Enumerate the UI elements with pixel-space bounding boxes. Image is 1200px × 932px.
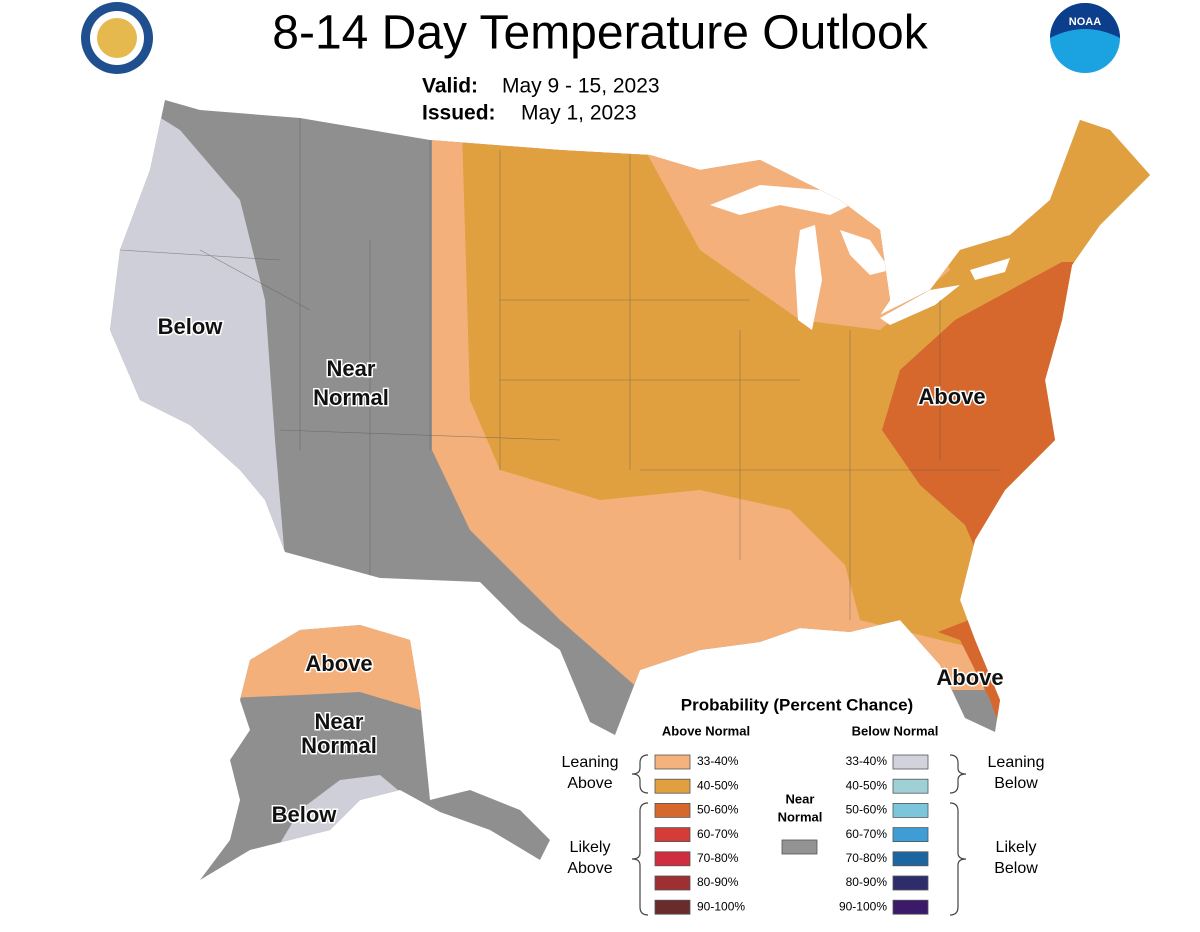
- legend-swatch: [892, 754, 929, 770]
- logo-text: NOAA: [1069, 16, 1101, 28]
- legend-swatch: [892, 851, 929, 867]
- valid-label: Valid:: [422, 75, 478, 98]
- title: 8-14 Day Temperature Outlook: [272, 7, 928, 60]
- legend-range: 33-40%: [697, 754, 739, 768]
- legend-range: 60-70%: [846, 827, 888, 841]
- issued-value: May 1, 2023: [521, 102, 637, 125]
- legend-group-label: Below: [994, 775, 1038, 792]
- legend-heading: Above Normal: [662, 723, 750, 738]
- legend-group-label: Leaning: [988, 754, 1045, 771]
- legend-swatch: [892, 778, 929, 794]
- legend-range: 90-100%: [839, 899, 887, 913]
- legend-range: 50-60%: [846, 803, 888, 817]
- map-label: Above: [305, 651, 372, 676]
- legend-brace: [949, 754, 967, 794]
- legend-swatch: [654, 875, 691, 891]
- legend-swatch: [892, 803, 929, 818]
- map-label: Near: [315, 709, 364, 734]
- legend-range: 80-90%: [846, 875, 888, 889]
- legend-group-label: Below: [994, 860, 1038, 877]
- legend-brace: [949, 802, 967, 916]
- legend-swatch: [654, 899, 691, 915]
- map-label: Above: [936, 665, 1003, 690]
- legend-swatch: [892, 899, 929, 915]
- legend-heading: Below Normal: [852, 723, 939, 738]
- legend-swatch: [781, 839, 818, 855]
- map-label: Below: [158, 314, 224, 339]
- legend-swatch: [654, 851, 691, 867]
- legend-swatch: [654, 778, 691, 794]
- legend-brace: [631, 802, 649, 916]
- map-label: Normal: [313, 385, 389, 410]
- legend-range: 70-80%: [697, 851, 739, 865]
- legend-range: 60-70%: [697, 827, 739, 841]
- legend-group-label: Leaning: [562, 754, 619, 771]
- legend-swatch: [654, 803, 691, 818]
- legend-brace: [631, 754, 649, 794]
- noaa-logo: NOAA: [1050, 3, 1120, 73]
- legend-range: 40-50%: [846, 778, 888, 792]
- legend-range: 90-100%: [697, 899, 745, 913]
- legend-swatch: [654, 827, 691, 842]
- map-label: Below: [272, 802, 338, 827]
- map-label: Normal: [301, 733, 377, 758]
- legend-range: 80-90%: [697, 875, 739, 889]
- legend-range: 40-50%: [697, 778, 739, 792]
- legend-group-label: Likely: [570, 839, 611, 856]
- legend-swatch: [892, 875, 929, 891]
- alaska-map: [200, 625, 550, 880]
- legend-range: 33-40%: [846, 754, 888, 768]
- legend-group-label: Normal: [778, 809, 823, 824]
- map-label: Near: [327, 356, 376, 381]
- legend-range: 70-80%: [846, 851, 888, 865]
- commerce-seal: [81, 2, 153, 74]
- legend-group-label: Near: [786, 791, 815, 806]
- legend-range: 50-60%: [697, 803, 739, 817]
- legend-group-label: Above: [567, 775, 612, 792]
- legend-swatch: [654, 754, 691, 770]
- legend-group-label: Likely: [996, 839, 1037, 856]
- issued-label: Issued:: [422, 102, 496, 125]
- legend-title: Probability (Percent Chance): [681, 695, 913, 714]
- valid-value: May 9 - 15, 2023: [502, 75, 660, 98]
- map-label: Above: [918, 384, 985, 409]
- legend-group-label: Above: [567, 860, 612, 877]
- legend-swatch: [892, 827, 929, 842]
